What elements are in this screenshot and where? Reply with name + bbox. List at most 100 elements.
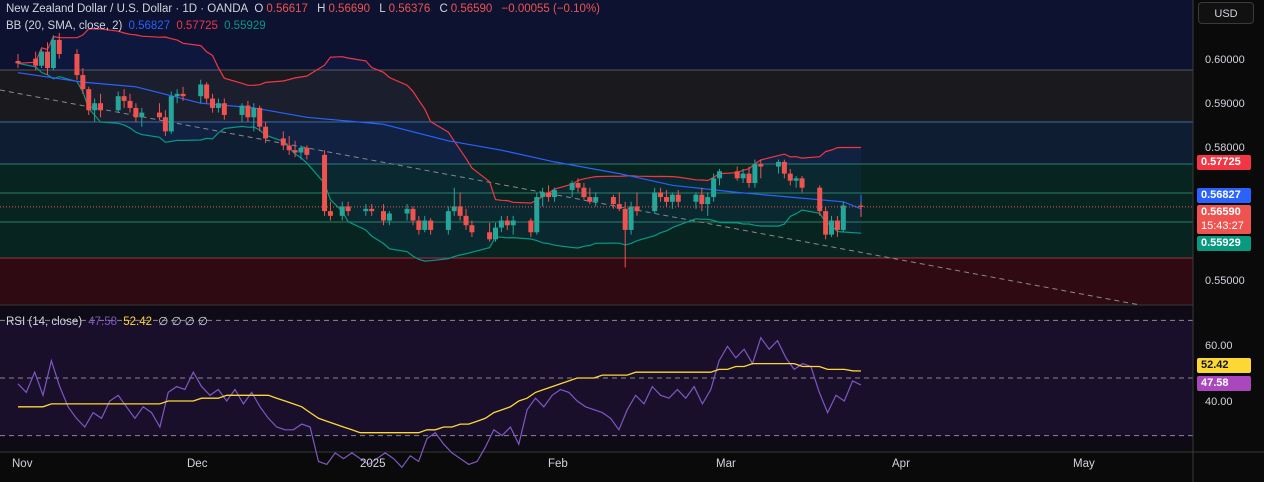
candle-body [669, 194, 675, 202]
candle-body [840, 205, 846, 230]
candle-body [416, 220, 422, 230]
candle-body [280, 138, 286, 146]
candle-body [663, 197, 669, 202]
candle-body [245, 105, 251, 118]
zone-green [0, 164, 1193, 258]
candle-body [787, 173, 793, 181]
candle-body [292, 150, 298, 153]
upper-band-tag: 0.57725 [1197, 155, 1251, 170]
candle-body [740, 173, 746, 179]
rsi-ma-tag: 52.42 [1197, 358, 1251, 373]
low-label: L [379, 3, 386, 15]
candle-body [15, 61, 21, 64]
rsi-legend[interactable]: RSI (14, close) 47.58 52.42 ∅ ∅ ∅ ∅ [6, 314, 211, 328]
candle-body [168, 96, 174, 132]
candle-body [781, 161, 787, 174]
candle-body [33, 58, 39, 66]
rsi-label: RSI (14, close) [6, 316, 83, 328]
candle-body [634, 206, 640, 212]
candle-body [699, 194, 705, 205]
high-value: 0.56690 [328, 3, 371, 15]
candle-body [817, 187, 823, 212]
candle-body [198, 84, 204, 97]
low-value: 0.56376 [388, 3, 431, 15]
candle-body [758, 164, 764, 167]
time-tick: May [1073, 458, 1095, 470]
candle-body [298, 147, 304, 153]
candle-body [775, 161, 781, 167]
candle-body [251, 107, 257, 118]
candle-body [428, 220, 434, 230]
candle-body [569, 183, 575, 191]
high-label: H [317, 3, 326, 15]
candle-body [86, 89, 92, 111]
currency-button[interactable]: USD [1198, 2, 1254, 24]
candle-body [546, 192, 552, 198]
candle-body [616, 204, 622, 209]
candle-body [504, 220, 510, 226]
candle-body [257, 107, 263, 127]
candle-body [498, 220, 504, 228]
ohlc-high: H 0.56690 [317, 3, 373, 15]
candles-layer [0, 32, 1193, 268]
candle-body [823, 211, 829, 235]
price-tick: 0.58000 [1205, 142, 1245, 154]
candle-body [717, 171, 723, 179]
candle-body [622, 208, 628, 230]
candle-body [540, 192, 546, 198]
bb-lower-line [17, 62, 862, 262]
bb-basis-value: 0.56827 [128, 20, 171, 32]
candle-body [587, 197, 593, 202]
candle-body [215, 103, 221, 108]
time-tick: Nov [12, 458, 33, 470]
candle-body [345, 206, 351, 212]
candle-body [204, 84, 210, 99]
rsi-tick: 60.00 [1205, 340, 1233, 352]
symbol-title: New Zealand Dollar / U.S. Dollar · 1D · … [6, 3, 249, 15]
candle-body [239, 105, 245, 115]
price-tick: 0.59000 [1205, 98, 1245, 110]
candle-body [39, 51, 45, 66]
candle-body [156, 112, 162, 118]
candle-body [380, 211, 386, 221]
candle-body [80, 75, 86, 90]
bb-upper-value: 0.57725 [176, 20, 218, 32]
candle-body [50, 39, 56, 69]
rsi-tag: 47.58 [1197, 376, 1251, 391]
candle-body [162, 117, 168, 132]
time-tick: 2025 [360, 458, 386, 470]
bb-fill [18, 28, 861, 262]
time-tick: Dec [187, 458, 208, 470]
candle-body [628, 206, 634, 230]
candle-body [327, 211, 333, 216]
candle-body [127, 100, 133, 108]
candle-body [451, 206, 457, 212]
candle-body [575, 183, 581, 188]
candle-body [693, 194, 699, 202]
time-tick: Apr [892, 458, 910, 470]
candle-body [469, 225, 475, 233]
candle-body [705, 197, 711, 205]
candle-body [98, 103, 104, 111]
rsi-ma-value: 52.42 [123, 316, 153, 328]
candle-body [92, 103, 98, 111]
candle-body [752, 164, 758, 183]
bb-legend[interactable]: BB (20, SMA, close, 2) 0.56827 0.57725 0… [6, 20, 269, 32]
ohlc-low: L 0.56376 [379, 3, 433, 15]
time-tick: Mar [716, 458, 736, 470]
last-price-tag: 0.56590 [1197, 205, 1251, 220]
rsi-tick: 40.00 [1205, 396, 1233, 408]
zone-red [0, 258, 1193, 305]
basis-tag: 0.56827 [1197, 188, 1251, 203]
candle-body [210, 98, 216, 108]
candle-body [829, 220, 835, 235]
candle-body [493, 227, 499, 240]
candle-body [74, 53, 80, 76]
candle-body [793, 178, 799, 181]
candle-body [174, 93, 180, 97]
close-value: 0.56590 [450, 3, 493, 15]
candle-body [445, 211, 451, 230]
candle-body [286, 145, 292, 151]
